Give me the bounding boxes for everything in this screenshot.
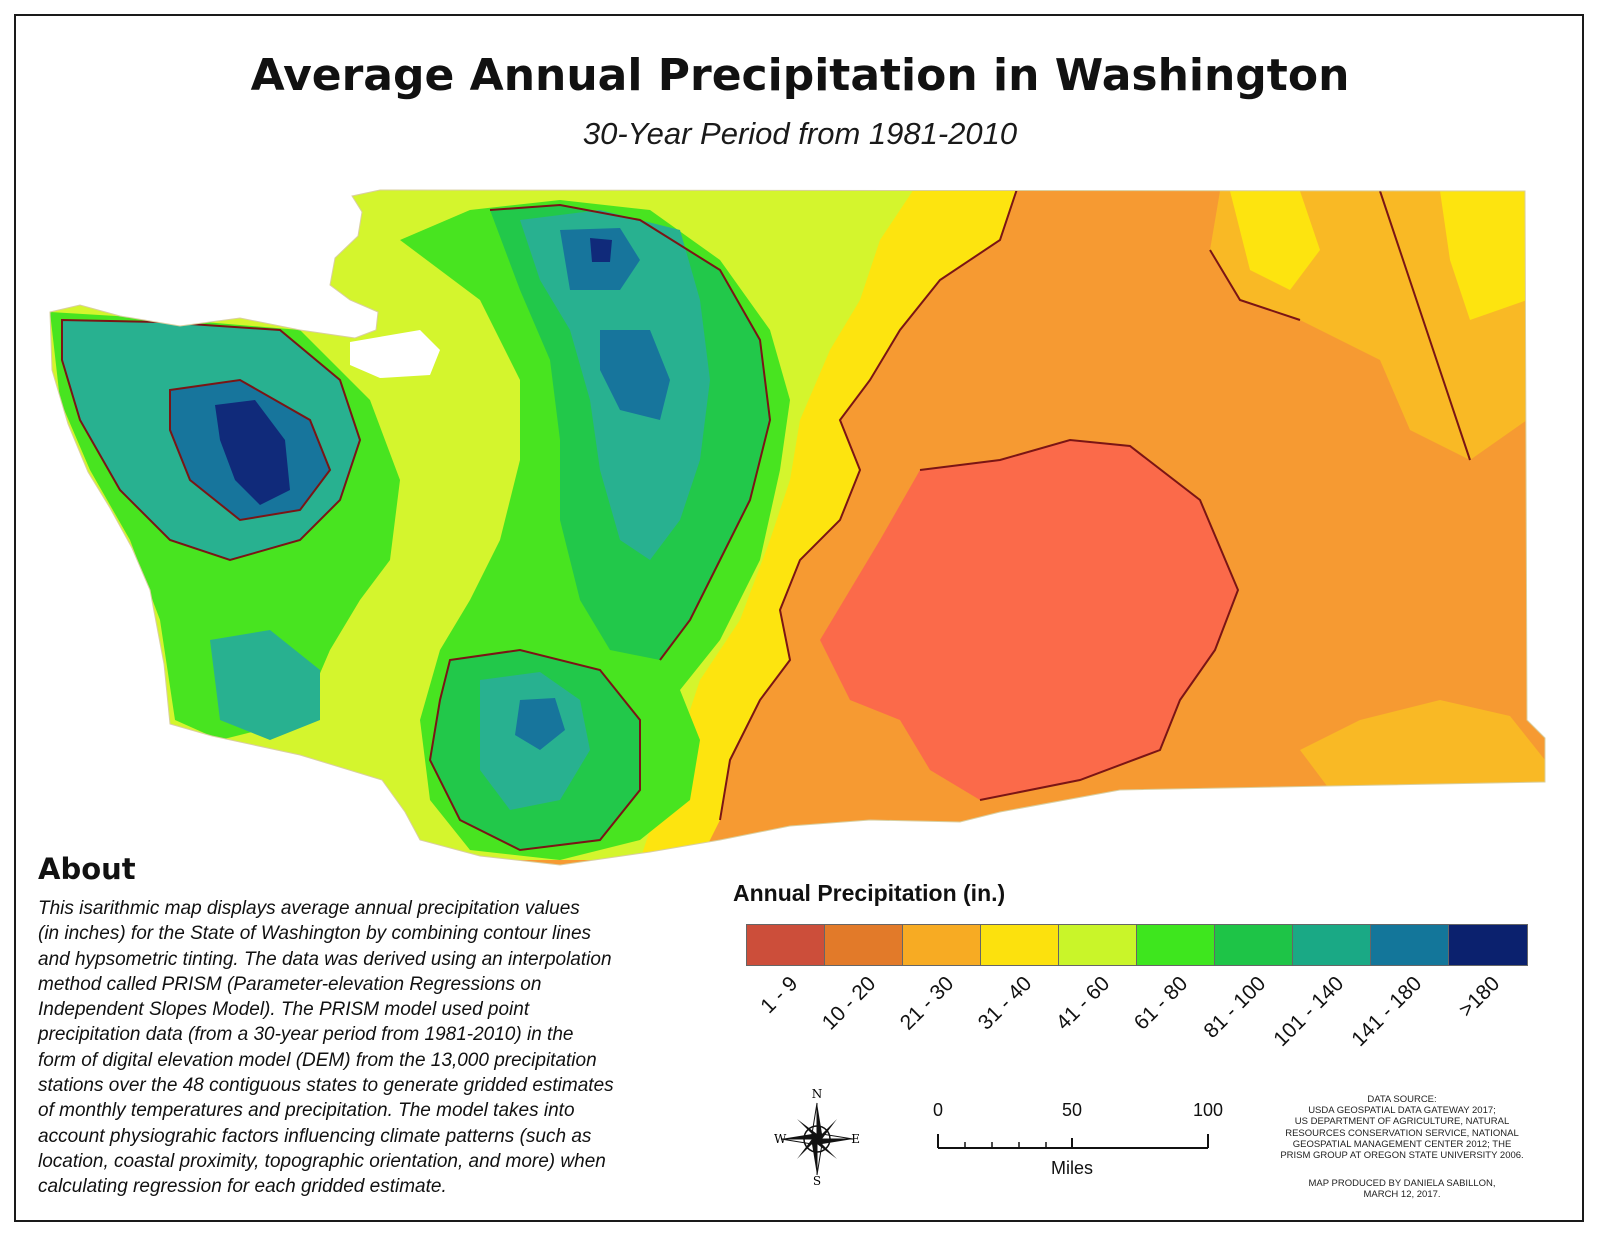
about-text: This isarithmic map displays average ann… (38, 896, 718, 1200)
about-heading: About (38, 852, 136, 886)
legend-swatch-141-180 (1371, 925, 1449, 965)
about-line: of monthly temperatures and precipitatio… (38, 1100, 575, 1122)
zone-northeast-moderate-3 (1440, 191, 1527, 320)
about-line: (in inches) for the State of Washington … (38, 923, 592, 945)
zone-baker-max (590, 238, 612, 262)
puget-sound-water (350, 330, 440, 378)
compass-rose-icon: N S E W (774, 1087, 860, 1187)
about-line: method called PRISM (Parameter-elevation… (38, 973, 542, 995)
contour-olympics (61, 318, 362, 562)
zone-columbia-basin-driest (820, 440, 1238, 800)
data-source-line: RESOURCES CONSERVATION SERVICE, NATIONAL (1285, 1127, 1519, 1139)
data-source-line: USDA GEOSPATIAL DATA GATEWAY 2017; (1308, 1105, 1496, 1117)
legend-title: Annual Precipitation (in.) (733, 880, 1006, 906)
scale-bar-graphic (937, 1134, 1209, 1149)
legend-swatch-gt-180 (1449, 925, 1527, 965)
contour-northeast (1209, 190, 1471, 461)
contour-lines (61, 190, 1471, 852)
legend-swatch-21-30 (903, 925, 981, 965)
credit-line: MAP PRODUCED BY DANIELA SABILLON, (1308, 1178, 1496, 1189)
legend-color-bar (746, 924, 1528, 966)
compass-n-label: N (812, 1087, 823, 1101)
about-line: form of digital elevation model (DEM) fr… (38, 1049, 597, 1071)
data-source-line: PRISM GROUP AT OREGON STATE UNIVERSITY 2… (1280, 1150, 1524, 1162)
scale-tick-label: 50 (1061, 1100, 1083, 1120)
zone-olympus-max (215, 400, 290, 505)
precipitation-zones (50, 190, 1545, 865)
zone-northeast-moderate-2 (1230, 191, 1320, 290)
compass-e-label: E (851, 1132, 860, 1146)
compass-star (780, 1102, 854, 1176)
compass-w-label: W (774, 1132, 787, 1146)
about-line: account physiograhic factors influencing… (38, 1125, 592, 1147)
zone-willapa-very-wet (210, 630, 320, 740)
zone-rainier-extreme (515, 698, 565, 750)
legend-swatch-1-9 (747, 925, 825, 965)
zone-glacier-extreme (600, 330, 670, 420)
legend-swatch-81-100 (1215, 925, 1293, 965)
legend-swatch-101-140 (1293, 925, 1371, 965)
contour-basin (919, 438, 1240, 801)
scale-tick-label: 0 (932, 1100, 944, 1120)
about-line: This isarithmic map displays average ann… (38, 898, 580, 919)
credit-line: MARCH 12, 2017. (1363, 1189, 1441, 1201)
contour-south-cascades (428, 648, 641, 852)
map-credit: MAP PRODUCED BY DANIELA SABILLON, MARCH … (1262, 1178, 1542, 1200)
map-subtitle: 30-Year Period from 1981-2010 (582, 116, 1018, 151)
scale-tick-label: 100 (1192, 1100, 1224, 1120)
data-source-line: GEOSPATIAL MANAGEMENT CENTER 2012; THE (1292, 1138, 1512, 1150)
legend-swatch-31-40 (981, 925, 1059, 965)
legend-swatch-10-20 (825, 925, 903, 965)
data-source-line: US DEPARTMENT OF AGRICULTURE, NATURAL (1294, 1116, 1510, 1128)
legend-swatch-41-60 (1059, 925, 1137, 965)
contour-east-slope (719, 190, 1021, 821)
data-source: DATA SOURCE: USDA GEOSPATIAL DATA GATEWA… (1262, 1094, 1542, 1161)
about-line: stations over the 48 contiguous states t… (38, 1075, 614, 1097)
compass-s-label: S (813, 1174, 821, 1187)
map-title: Average Annual Precipitation in Washingt… (250, 50, 1350, 101)
about-line: calculating regression for each gridded … (38, 1176, 447, 1198)
legend-swatch-61-80 (1137, 925, 1215, 965)
about-line: location, coastal proximity, topographic… (38, 1150, 606, 1172)
about-line: and hypsometric tinting. The data was de… (38, 948, 612, 970)
zone-blue-mountains (1300, 700, 1545, 800)
data-source-line: DATA SOURCE: (1367, 1094, 1437, 1105)
state-outline (49, 189, 1546, 866)
scale-unit: Miles (1050, 1158, 1094, 1178)
about-line: precipitation data (from a 30-year perio… (38, 1024, 574, 1046)
contour-olympics-inner (169, 378, 332, 522)
contour-cascades (489, 203, 772, 661)
about-line: Independent Slopes Model). The PRISM mod… (38, 999, 530, 1021)
